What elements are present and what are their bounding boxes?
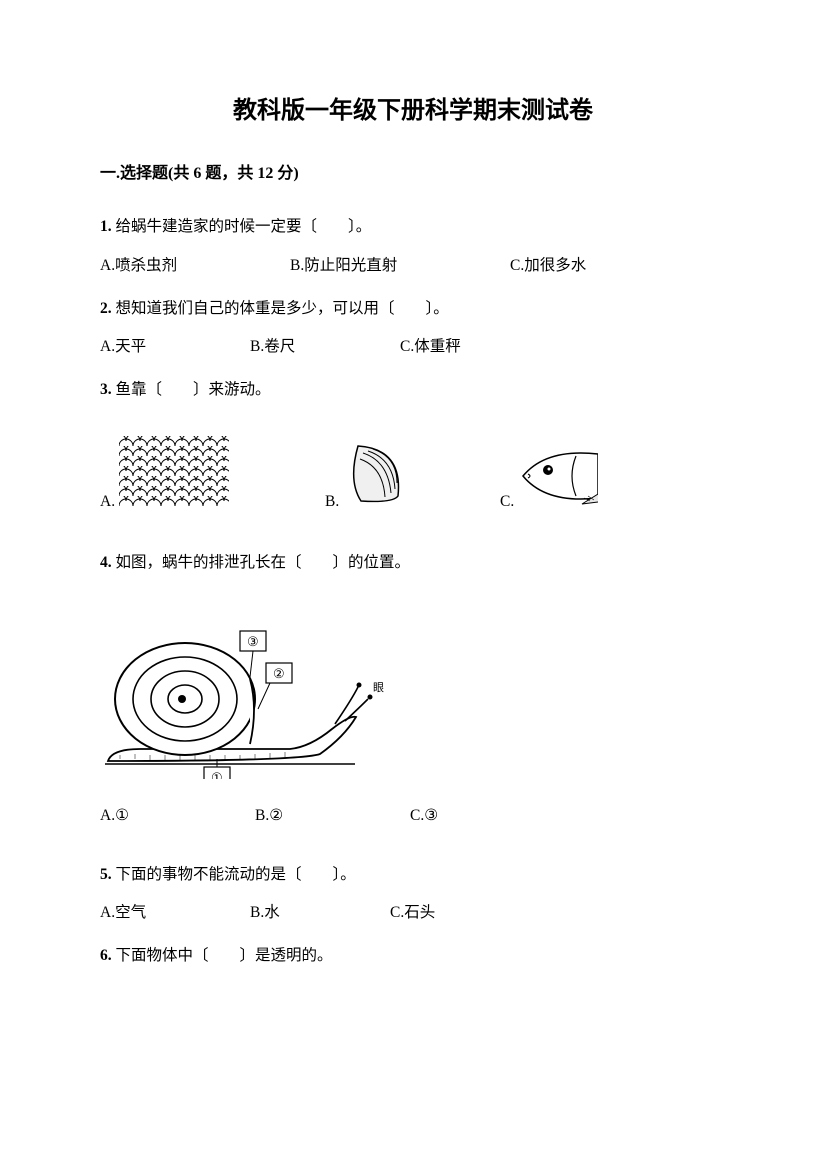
question-1: 1. 给蜗牛建造家的时候一定要〔 〕。	[100, 209, 726, 245]
question-3: 3. 鱼靠〔 〕来游动。	[100, 372, 726, 408]
question-number: 3.	[100, 381, 112, 398]
question-text: 如图，蜗牛的排泄孔长在〔 〕的位置。	[116, 554, 411, 571]
question-number: 4.	[100, 554, 112, 571]
option-a[interactable]: A.空气	[100, 900, 250, 922]
question-number: 5.	[100, 866, 112, 883]
svg-text:①: ①	[211, 770, 223, 779]
option-a[interactable]: A.	[100, 436, 325, 511]
question-2: 2. 想知道我们自己的体重是多少，可以用〔 〕。	[100, 291, 726, 327]
question-text: 下面物体中〔 〕是透明的。	[116, 947, 333, 964]
option-b[interactable]: B.水	[250, 900, 390, 922]
option-a[interactable]: A.①	[100, 806, 255, 825]
fish-scales-icon	[119, 436, 229, 511]
question-4-options: A.① B.② C.③	[100, 806, 726, 825]
option-c[interactable]: C.体重秤	[400, 334, 461, 356]
question-4: 4. 如图，蜗牛的排泄孔长在〔 〕的位置。	[100, 545, 726, 581]
snail-labeled-diagram: 眼 ③ ② ①	[100, 609, 726, 784]
option-b[interactable]: B.②	[255, 806, 410, 825]
fish-head-icon	[518, 446, 598, 511]
option-b-label: B.	[325, 493, 339, 511]
page-title: 教科版一年级下册科学期末测试卷	[100, 90, 726, 125]
exam-page: 教科版一年级下册科学期末测试卷 一.选择题(共 6 题，共 12 分) 1. 给…	[0, 0, 826, 1022]
question-2-options: A.天平 B.卷尺 C.体重秤	[100, 334, 726, 356]
question-text: 给蜗牛建造家的时候一定要〔 〕。	[116, 218, 372, 235]
option-b[interactable]: B.	[325, 441, 500, 511]
question-5-options: A.空气 B.水 C.石头	[100, 900, 726, 922]
option-c[interactable]: C.石头	[390, 900, 435, 922]
option-c[interactable]: C.加很多水	[510, 253, 586, 275]
question-1-options: A.喷杀虫剂 B.防止阳光直射 C.加很多水	[100, 253, 726, 275]
svg-text:③: ③	[247, 634, 259, 649]
question-text: 下面的事物不能流动的是〔 〕。	[116, 866, 356, 883]
svg-text:②: ②	[273, 666, 285, 681]
question-text: 想知道我们自己的体重是多少，可以用〔 〕。	[116, 300, 449, 317]
question-text: 鱼靠〔 〕来游动。	[116, 381, 271, 398]
section-heading: 一.选择题(共 6 题，共 12 分)	[100, 159, 726, 183]
question-number: 2.	[100, 300, 112, 317]
label-eye: 眼	[373, 681, 384, 694]
question-number: 1.	[100, 218, 112, 235]
option-c-label: C.	[500, 493, 514, 511]
question-5: 5. 下面的事物不能流动的是〔 〕。	[100, 857, 726, 893]
option-c[interactable]: C.③	[410, 806, 438, 825]
fish-fin-icon	[343, 441, 413, 511]
option-a[interactable]: A.喷杀虫剂	[100, 253, 290, 275]
question-6: 6. 下面物体中〔 〕是透明的。	[100, 938, 726, 974]
option-b[interactable]: B.卷尺	[250, 334, 400, 356]
option-a-label: A.	[100, 493, 115, 511]
option-b[interactable]: B.防止阳光直射	[290, 253, 510, 275]
question-3-image-options: A. B.	[100, 436, 726, 511]
option-a[interactable]: A.天平	[100, 334, 250, 356]
question-number: 6.	[100, 947, 112, 964]
option-c[interactable]: C.	[500, 446, 598, 511]
